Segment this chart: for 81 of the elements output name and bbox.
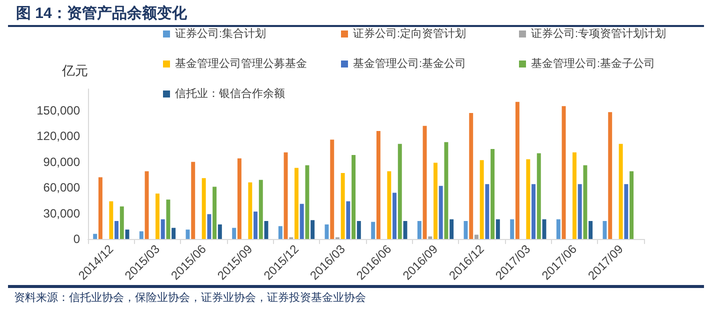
bar (305, 165, 310, 239)
bar (387, 171, 392, 239)
bar (422, 126, 427, 239)
bar (160, 219, 165, 239)
bar (578, 184, 582, 239)
bar (510, 219, 514, 239)
bar (371, 222, 376, 239)
bar (202, 178, 206, 239)
bar (608, 112, 612, 239)
legend-label: 基金管理公司管理公募基金 (175, 57, 307, 70)
bar (572, 152, 576, 239)
bar (450, 219, 454, 239)
bar (376, 131, 380, 239)
bar (583, 165, 588, 239)
bar (207, 214, 212, 239)
bar (474, 234, 478, 239)
bar (284, 152, 288, 239)
bar (630, 171, 634, 239)
y-tick-label: 30,000 (43, 206, 80, 220)
legend-label: 证券公司:专项资管计划计划 (531, 27, 666, 40)
bar (356, 221, 361, 239)
bar (139, 231, 144, 239)
legend-label: 基金管理公司:基金公司 (353, 57, 466, 70)
bar (232, 228, 236, 239)
bar (526, 159, 530, 239)
bar (618, 144, 623, 239)
bar (294, 168, 298, 239)
bar (212, 186, 217, 239)
y-axis-title: 亿元 (61, 63, 88, 78)
bar (428, 236, 432, 239)
bar (556, 219, 560, 239)
bar (258, 180, 263, 239)
bar (444, 142, 448, 239)
bar (562, 106, 566, 239)
bar (114, 221, 119, 239)
bar (532, 184, 536, 239)
bar (340, 173, 345, 239)
legend-label: 证券公司:定向资管计划 (353, 27, 466, 40)
y-tick-label: 120,000 (36, 129, 80, 144)
bar (218, 224, 222, 239)
bar (624, 184, 628, 239)
bar (156, 194, 160, 239)
bar (98, 177, 102, 239)
bar (496, 219, 500, 239)
bar (588, 221, 593, 239)
bar (254, 212, 258, 239)
bar (93, 234, 98, 239)
bar (166, 200, 170, 239)
bar (310, 220, 315, 239)
bar (300, 204, 304, 239)
bar (237, 158, 242, 239)
bar (109, 201, 114, 239)
bar (278, 226, 282, 239)
legend-label: 基金管理公司:基金子公司 (531, 57, 656, 70)
bar (515, 102, 520, 239)
bar (438, 186, 443, 239)
bar (417, 221, 422, 239)
text: 资料来源：信托业协会，保险业协会，证券业协会，证券投资基金业协会 (8, 285, 704, 307)
y-tick-label: 90,000 (43, 154, 80, 169)
bar (346, 201, 350, 239)
bar (536, 153, 541, 239)
bar (330, 140, 334, 239)
bar (191, 162, 196, 239)
y-tick-label: 0 (73, 232, 80, 246)
bar (120, 206, 124, 239)
bar (469, 113, 474, 239)
legend-label: 证券公司:集合计划 (175, 27, 266, 40)
bar (352, 155, 356, 239)
bar (490, 149, 495, 239)
bar (392, 192, 397, 239)
chart-title: 图 14：资管产品余额变化 (8, 4, 704, 27)
y-tick-label: 60,000 (43, 180, 80, 195)
bar (434, 162, 438, 239)
bar (485, 184, 490, 239)
legend-label: 信托业：银信合作余额 (175, 87, 285, 100)
bar (480, 160, 484, 239)
bar (172, 228, 176, 239)
bar (144, 171, 149, 239)
bar (398, 144, 402, 239)
bar (248, 182, 252, 239)
y-tick-label: 150,000 (36, 103, 80, 118)
